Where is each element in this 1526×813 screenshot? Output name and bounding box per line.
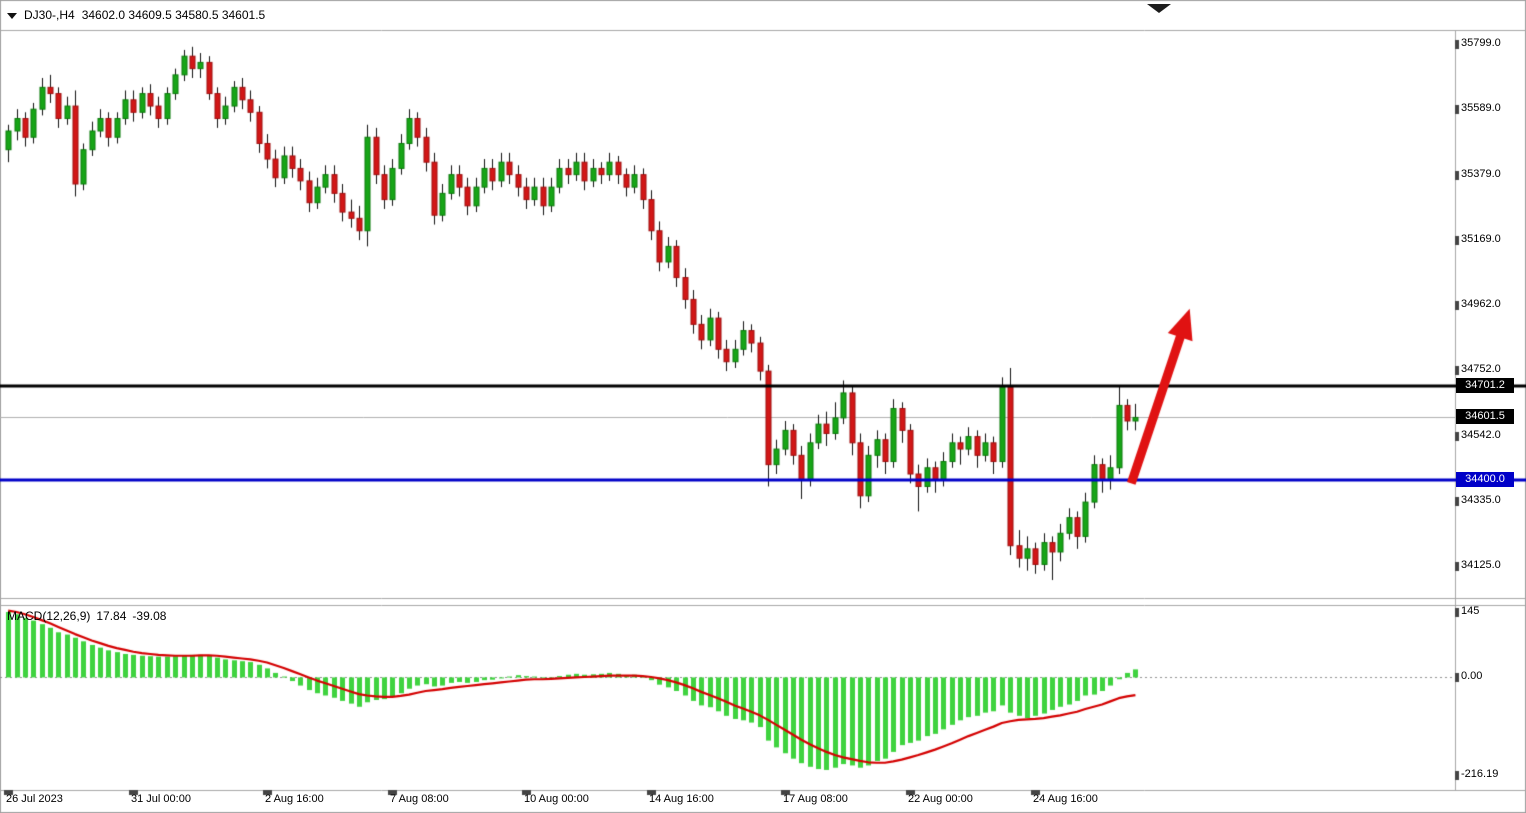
- symbol-dropdown-icon[interactable]: [7, 12, 17, 19]
- macd-axis-label: -216.19: [1461, 768, 1499, 780]
- price-axis-label: 34752.0: [1461, 363, 1501, 375]
- time-axis-label: 24 Aug 16:00: [1033, 793, 1098, 805]
- macd-signal-value: -39.08: [132, 609, 167, 623]
- time-axis-label: 22 Aug 00:00: [908, 793, 973, 805]
- time-axis-label: 14 Aug 16:00: [649, 793, 714, 805]
- macd-axis-label: 145: [1461, 605, 1480, 617]
- current-price-tag: 34601.5: [1456, 409, 1514, 424]
- symbol-timeframe-label: DJ30-,H4: [24, 8, 75, 22]
- time-axis-label: 31 Jul 00:00: [131, 793, 191, 805]
- price-axis-label: 34125.0: [1461, 559, 1501, 571]
- price-axis-label: 34335.0: [1461, 494, 1501, 506]
- time-axis-label: 2 Aug 16:00: [265, 793, 324, 805]
- ohlc-values: 34602.0 34609.5 34580.5 34601.5: [81, 8, 266, 22]
- price-axis-label: 34962.0: [1461, 298, 1501, 310]
- price-axis-label: 34542.0: [1461, 429, 1501, 441]
- resistance-line-price-tag: 34701.2: [1456, 378, 1514, 393]
- time-axis-label: 26 Jul 2023: [6, 793, 63, 805]
- price-axis-label: 35589.0: [1461, 102, 1501, 114]
- support-line-price-tag: 34400.0: [1456, 472, 1514, 487]
- chart-legend: DJ30-,H4 34602.0 34609.5 34580.5 34601.5: [7, 8, 265, 22]
- macd-main-value: 17.84: [96, 609, 127, 623]
- time-axis-label: 10 Aug 00:00: [524, 793, 589, 805]
- macd-indicator-name: MACD(12,26,9): [7, 609, 91, 623]
- time-axis-label: 17 Aug 08:00: [783, 793, 848, 805]
- macd-label: MACD(12,26,9) 17.84 -39.08: [7, 609, 166, 623]
- price-axis-label: 35169.0: [1461, 233, 1501, 245]
- price-axis-label: 35799.0: [1461, 37, 1501, 49]
- time-axis-label: 7 Aug 08:00: [390, 793, 449, 805]
- price-axis-label: 35379.0: [1461, 168, 1501, 180]
- macd-axis-label: 0.00: [1461, 670, 1483, 682]
- chart-shift-marker[interactable]: [1147, 4, 1171, 13]
